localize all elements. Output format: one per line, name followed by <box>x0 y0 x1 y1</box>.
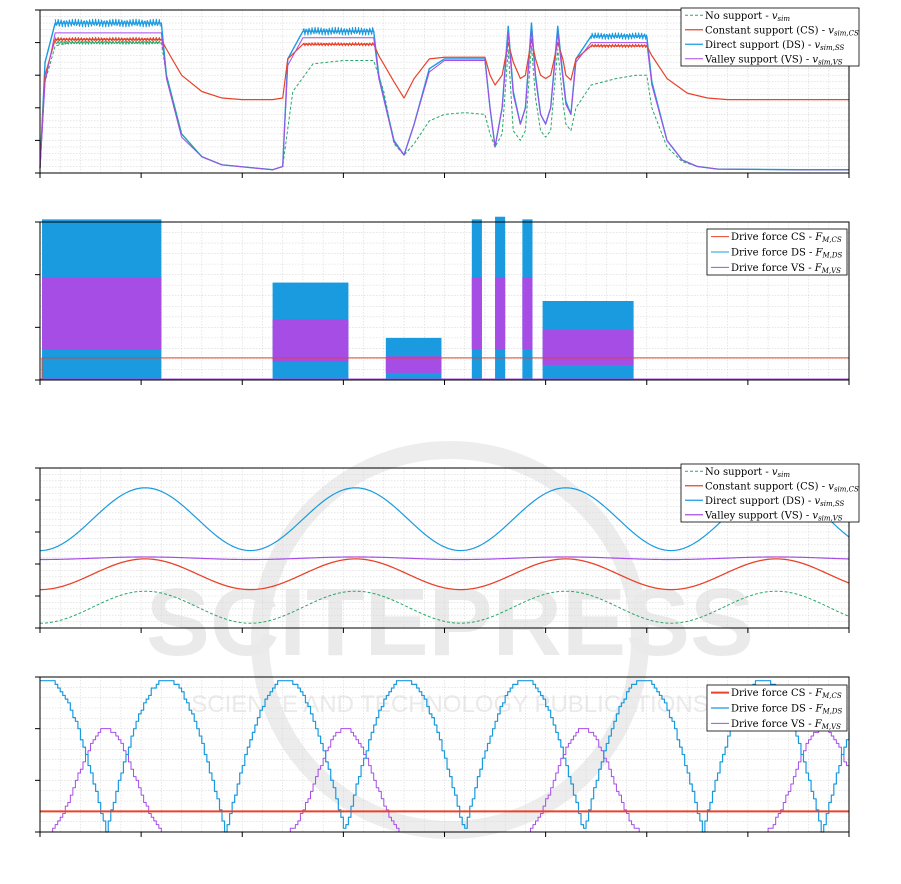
drive-force-vs-block <box>42 277 162 350</box>
drive-force-vs-block <box>522 277 533 350</box>
ripple-direct-support-ds- <box>54 18 161 28</box>
legend-item: Constant support (CS) - vsim,CS <box>685 481 859 493</box>
legend-label: Drive force VS - FM,VS <box>731 263 841 275</box>
ripple-constant-support-cs- <box>54 36 161 42</box>
legend-label: Drive force CS - FM,CS <box>731 688 842 700</box>
ripple-constant-support-cs- <box>590 43 648 48</box>
legend-label: No support - vsim <box>705 11 790 23</box>
drive-force-vs-block <box>542 329 634 365</box>
legend-item: Constant support (CS) - vsim,CS <box>685 25 859 37</box>
panel-velocity-periodic: No support - vsim Constant support (CS) -… <box>35 463 860 633</box>
legend-item: Direct support (DS) - vsim,SS <box>685 40 845 52</box>
series-line-valley-support-vs- <box>40 556 850 561</box>
legend-label: No support - vsim <box>705 467 790 479</box>
legend: Drive force CS - FM,CS Drive force DS - F… <box>706 228 848 276</box>
legend-label: Drive force DS - FM,DS <box>731 248 843 260</box>
ripple-bands <box>54 18 648 48</box>
axes-box <box>39 467 850 629</box>
drive-force-ds-line <box>40 680 850 833</box>
legend-item: No support - vsim <box>685 11 790 23</box>
legend: Drive force CS - FM,CS Drive force DS - F… <box>706 684 848 732</box>
legend-item: Valley support (VS) - vsim,VS <box>685 510 843 522</box>
legend-label: Constant support (CS) - vsim,CS <box>705 481 859 493</box>
legend: No support - vsim Constant support (CS) -… <box>680 7 860 67</box>
ripple-constant-support-cs- <box>302 42 375 47</box>
watermark-subtext: SCIENCE AND TECHNOLOGY PUBLICATIONS <box>191 691 708 718</box>
series-line-valley-support-vs- <box>39 29 849 171</box>
legend-item: Drive force CS - FM,CS <box>711 232 842 244</box>
series-line-direct-support-ds- <box>39 487 850 552</box>
legend-box <box>706 228 848 276</box>
legend-item: Direct support (DS) - vsim,SS <box>685 496 845 508</box>
legend-label: Drive force DS - FM,DS <box>731 704 843 716</box>
ripple-direct-support-ds- <box>590 32 648 40</box>
grid <box>40 468 849 628</box>
series-line-constant-support-cs- <box>39 558 850 591</box>
legend-item: Drive force CS - FM,CS <box>711 688 842 700</box>
drive-force-vs-block <box>471 277 482 350</box>
ripple-no-support <box>54 40 161 45</box>
series-line-no-support <box>39 590 850 624</box>
ripple-direct-support-ds- <box>302 26 375 36</box>
legend-label: Direct support (DS) - vsim,SS <box>705 496 845 508</box>
legend-item: No support - vsim <box>685 467 790 479</box>
legend-box <box>680 463 860 523</box>
panel-drive-force-periodic: Drive force CS - FM,CS Drive force DS - F… <box>35 676 850 837</box>
legend-label: Drive force CS - FM,CS <box>731 232 842 244</box>
watermark: SCITEPRESS SCIENCE AND TECHNOLOGY PUBLIC… <box>146 441 754 839</box>
legend-item: Drive force VS - FM,VS <box>711 263 841 275</box>
drive-force-vs-block <box>272 319 349 362</box>
axes-box <box>39 676 850 833</box>
drive-force-vs-block <box>495 277 506 350</box>
legend: No support - vsim Constant support (CS) -… <box>680 463 860 523</box>
drive-force-vs-block <box>385 356 442 373</box>
series-group <box>39 22 849 171</box>
legend-label: Drive force VS - FM,VS <box>731 719 841 731</box>
legend-label: Direct support (DS) - vsim,SS <box>705 40 845 52</box>
series-line-no-support <box>39 42 849 171</box>
legend-item: Drive force VS - FM,VS <box>711 719 841 731</box>
legend-label: Valley support (VS) - vsim,VS <box>704 54 843 66</box>
legend-box <box>680 7 860 67</box>
legend-item: Valley support (VS) - vsim,VS <box>685 54 843 66</box>
legend-label: Constant support (CS) - vsim,CS <box>705 25 859 37</box>
legend-item: Drive force DS - FM,DS <box>711 704 843 716</box>
panel-velocity-transient: No support - vsim Constant support (CS) -… <box>35 7 860 178</box>
series-group <box>39 487 850 624</box>
legend-box <box>706 684 848 732</box>
legend-item: Drive force DS - FM,DS <box>711 248 843 260</box>
legend-label: Valley support (VS) - vsim,VS <box>704 510 843 522</box>
panel-drive-force-transient: Drive force CS - FM,CS Drive force DS - F… <box>35 216 850 385</box>
axes-box <box>39 221 850 381</box>
axes-box <box>39 9 850 174</box>
